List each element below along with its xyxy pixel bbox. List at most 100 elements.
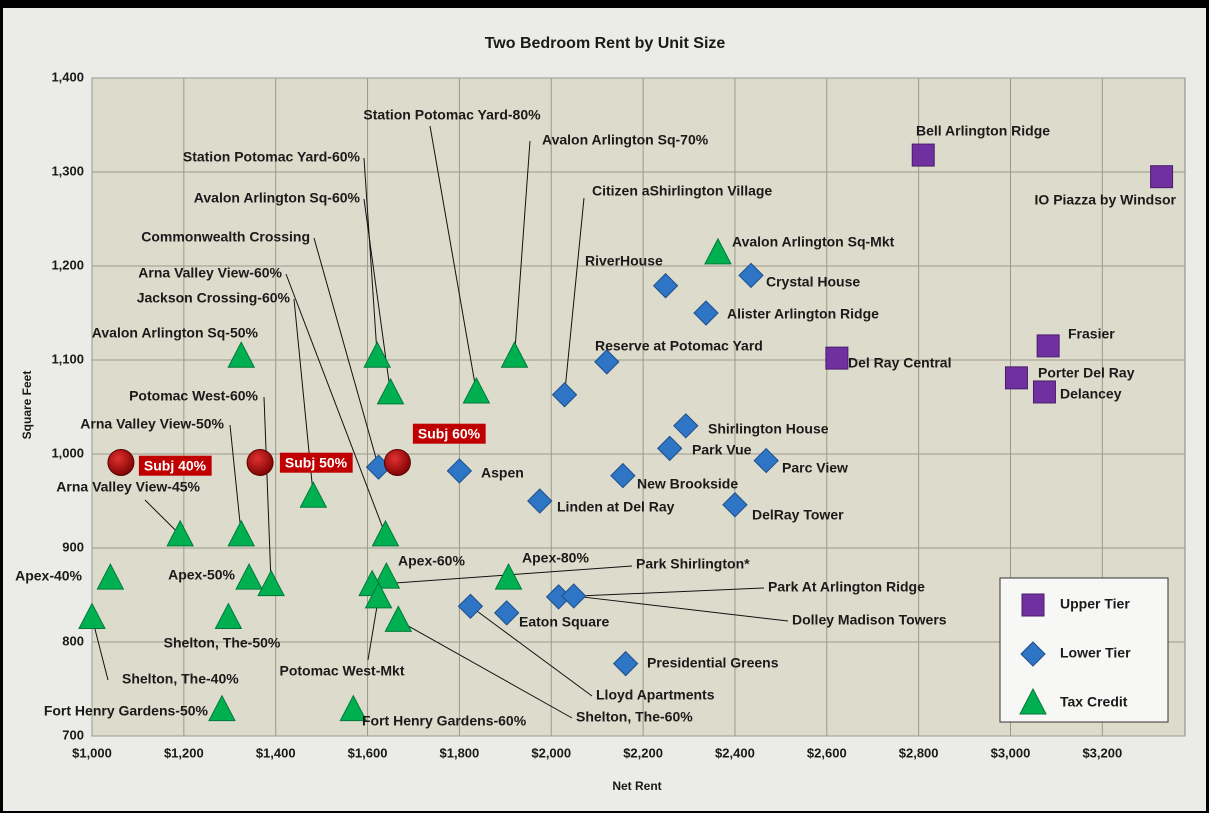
diamond-marker: [561, 583, 587, 609]
point-label: IO Piazza by Windsor: [1035, 192, 1177, 208]
x-tick-label: $2,200: [623, 745, 663, 760]
triangle-marker: [78, 602, 106, 630]
triangle-marker: [166, 519, 194, 547]
triangle-marker: [339, 694, 368, 722]
triangle-marker: [214, 602, 243, 630]
triangle-marker: [1019, 687, 1047, 715]
point-label: Commonwealth Crossing: [141, 229, 310, 245]
point-label: Lloyd Apartments: [596, 687, 715, 703]
point-label: Shelton, The-40%: [122, 671, 239, 687]
y-tick-label: 700: [62, 727, 84, 742]
y-tick-label: 1,200: [51, 257, 84, 272]
point-label: Shelton, The-60%: [576, 709, 693, 725]
triangle-marker: [372, 562, 401, 589]
y-tick-label: 1,400: [51, 69, 84, 84]
triangle-marker: [235, 562, 263, 590]
leader-line: [363, 157, 378, 357]
diamond-marker: [693, 300, 719, 326]
point-label: Eaton Square: [519, 614, 609, 630]
point-label: Alister Arlington Ridge: [727, 306, 879, 322]
point-label: Arna Valley View-45%: [56, 479, 200, 495]
triangle-marker: [494, 562, 523, 590]
leaders: [91, 125, 789, 719]
triangle-marker: [704, 237, 732, 265]
point-label: Jackson Crossing-60%: [137, 290, 291, 306]
point-label: Apex-80%: [522, 550, 589, 566]
leader-line: [144, 499, 181, 536]
point-label: Avalon Arlington Sq-50%: [92, 325, 259, 341]
subject-label: Subj 40%: [144, 458, 207, 474]
subject-label-box: [279, 452, 353, 473]
point-label: Delancey: [1060, 386, 1122, 402]
point-label: Arna Valley View-50%: [80, 416, 224, 432]
diamond-marker: [612, 650, 639, 677]
point-label: Apex-60%: [398, 553, 465, 569]
point-label: DelRay Tower: [752, 507, 844, 523]
point-label: New Brookside: [637, 476, 738, 492]
point-label: Avalon Arlington Sq-Mkt: [732, 234, 895, 250]
subject-label: Subj 60%: [418, 426, 481, 442]
leader-line: [229, 424, 242, 535]
point-label: Fort Henry Gardens-60%: [362, 713, 527, 729]
point-label: Frasier: [1068, 326, 1115, 342]
point-label: Park Shirlington*: [636, 556, 750, 572]
y-tick-label: 1,100: [51, 351, 84, 366]
y-tick-label: 800: [62, 633, 84, 648]
chart-title: Two Bedroom Rent by Unit Size: [485, 35, 726, 52]
point-label: Apex-40%: [15, 568, 82, 584]
point-label: Aspen: [481, 465, 524, 481]
point-label: Reserve at Potomac Yard: [595, 338, 763, 354]
point-label: Bell Arlington Ridge: [916, 123, 1050, 139]
subject-label: Subj 50%: [285, 455, 348, 471]
y-tick-label: 1,300: [51, 163, 84, 178]
point-label: Porter Del Ray: [1038, 365, 1135, 381]
square-marker: [1036, 334, 1060, 358]
point-label: Citizen aShirlington Village: [592, 183, 772, 199]
diamond-marker: [551, 382, 578, 408]
square-marker: [1150, 165, 1174, 189]
diamond-marker: [652, 273, 679, 299]
diamond-marker: [673, 413, 699, 439]
triangle-marker: [371, 519, 400, 547]
y-tick-label: 900: [62, 539, 84, 554]
point-label: Del Ray Central: [848, 355, 951, 371]
square-marker: [911, 143, 935, 167]
circle-marker: [383, 448, 411, 476]
x-tick-label: $1,400: [256, 745, 296, 760]
x-axis-label: Net Rent: [612, 779, 661, 793]
x-tick-label: $2,400: [715, 745, 755, 760]
leader-line: [429, 125, 477, 393]
diamond-marker: [594, 349, 620, 375]
subject-label-box: [412, 423, 486, 444]
leader-line: [558, 587, 765, 598]
triangle-marker: [227, 341, 256, 368]
square-marker: [1004, 366, 1028, 390]
triangle-marker: [257, 569, 285, 597]
point-label: Park At Arlington Ridge: [768, 579, 925, 595]
leader-line: [514, 140, 531, 357]
x-tick-label: $1,800: [440, 745, 480, 760]
point-label: Avalon Arlington Sq-60%: [194, 190, 361, 206]
triangle-marker: [376, 377, 405, 405]
point-label: Avalon Arlington Sq-70%: [542, 132, 709, 148]
triangle-marker: [363, 341, 392, 368]
point-label: Crystal House: [766, 274, 860, 290]
legend-label: Tax Credit: [1060, 694, 1128, 710]
square-marker: [1032, 380, 1056, 404]
point-label: Arna Valley View-60%: [138, 265, 282, 281]
diamond-marker: [493, 600, 520, 626]
labels: Bell Arlington Ridge IO Piazza by Windsor…: [15, 107, 1176, 729]
point-label: Station Potomac Yard-80%: [363, 107, 541, 123]
triangle-marker: [500, 341, 529, 368]
subject-label-box: [138, 455, 212, 476]
x-tick-label: $3,200: [1082, 745, 1122, 760]
circle-marker: [246, 448, 274, 476]
triangle-marker: [208, 694, 236, 722]
triangle-marker: [462, 376, 491, 404]
diamond-marker: [753, 447, 779, 474]
marks: [78, 143, 1174, 722]
point-label: Dolley Madison Towers: [792, 612, 947, 628]
legend: Upper Tier Lower Tier Tax Credit: [1019, 593, 1131, 715]
diamond-marker: [610, 462, 636, 489]
